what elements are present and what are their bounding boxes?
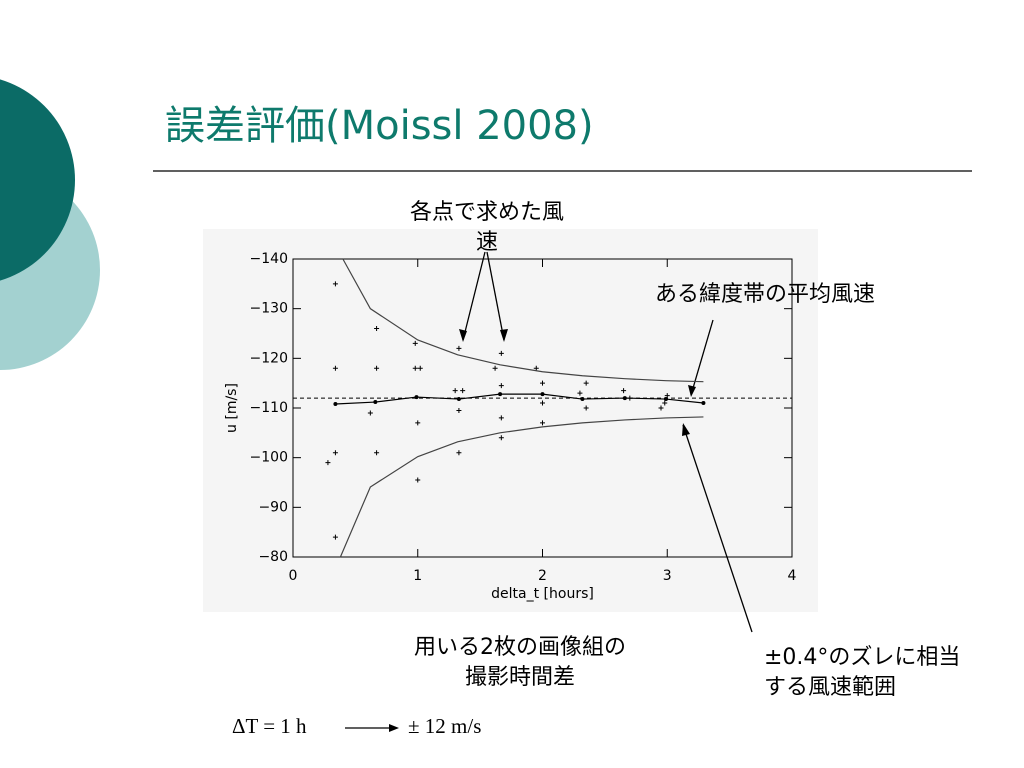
decor-circle	[0, 79, 75, 281]
point	[460, 388, 466, 394]
annotation: ある緯度帯の平均風速	[655, 282, 876, 307]
arrow-head	[682, 423, 690, 436]
x-tick-label: 3	[663, 568, 672, 584]
point	[456, 397, 461, 402]
y-tick-label: −100	[250, 450, 288, 466]
point	[540, 380, 545, 386]
slide-title: 誤差評価(Moissl 2008)	[165, 103, 594, 149]
point	[332, 534, 338, 540]
point	[540, 420, 545, 426]
point	[374, 450, 380, 456]
point	[417, 365, 423, 371]
point	[533, 365, 539, 371]
point	[415, 420, 421, 426]
arrow	[690, 319, 714, 396]
point	[540, 392, 545, 397]
point	[580, 397, 585, 402]
point	[492, 365, 498, 371]
point	[332, 450, 338, 456]
arrow-head	[500, 329, 508, 342]
point	[701, 401, 706, 406]
point	[456, 450, 462, 456]
arrow	[462, 251, 486, 341]
x-tick-label: 4	[788, 568, 797, 584]
point	[367, 410, 373, 416]
point	[373, 400, 378, 405]
point	[498, 392, 503, 397]
arrow-head	[459, 329, 467, 342]
series-line	[335, 393, 704, 405]
footer-right: ± 12 m/s	[408, 714, 482, 738]
y-tick-label: −90	[258, 499, 288, 515]
point	[374, 365, 380, 371]
y-axis-label: u [m/s]	[224, 383, 240, 433]
y-tick-label: −80	[258, 549, 288, 565]
point	[498, 350, 504, 356]
arrows	[345, 251, 753, 729]
point	[332, 281, 338, 287]
series-line	[342, 258, 704, 383]
arrow-heads	[389, 329, 696, 732]
series-line	[339, 416, 704, 558]
x-axis-label: delta_t [hours]	[491, 586, 594, 602]
point	[658, 405, 664, 411]
point	[456, 407, 462, 413]
point	[664, 393, 670, 399]
point	[333, 402, 338, 407]
annotation: 用いる2枚の画像組の撮影時間差	[414, 635, 626, 690]
point	[662, 400, 668, 406]
point	[498, 415, 504, 421]
y-tick-label: −110	[250, 400, 288, 416]
point	[452, 388, 458, 394]
y-tick-label: −130	[250, 301, 288, 317]
point	[412, 365, 418, 371]
point	[498, 435, 504, 441]
point	[332, 365, 338, 371]
point	[583, 405, 589, 411]
arrow	[682, 424, 753, 633]
point	[325, 460, 331, 466]
point	[621, 388, 627, 394]
arrow	[486, 251, 505, 341]
point	[415, 477, 421, 483]
footer-left: ΔT = 1 h	[232, 714, 307, 738]
annotation: 各点で求めた風速	[409, 200, 564, 255]
point	[374, 326, 380, 332]
point	[412, 340, 418, 346]
x-tick-label: 1	[413, 568, 422, 584]
point	[577, 390, 583, 396]
point	[622, 396, 627, 401]
arrow-head	[389, 724, 399, 732]
x-tick-label: 0	[289, 568, 298, 584]
arrow-head	[688, 385, 696, 397]
y-tick-label: −140	[250, 251, 288, 267]
point	[414, 395, 419, 400]
point	[540, 400, 545, 406]
point	[664, 397, 669, 402]
y-tick-label: −120	[250, 350, 288, 366]
point	[498, 383, 504, 389]
x-tick-label: 2	[538, 568, 547, 584]
point	[583, 380, 589, 386]
chart-background	[203, 229, 818, 612]
point	[456, 345, 462, 351]
annotation: ±0.4°のズレに相当する風速範囲	[764, 645, 961, 700]
